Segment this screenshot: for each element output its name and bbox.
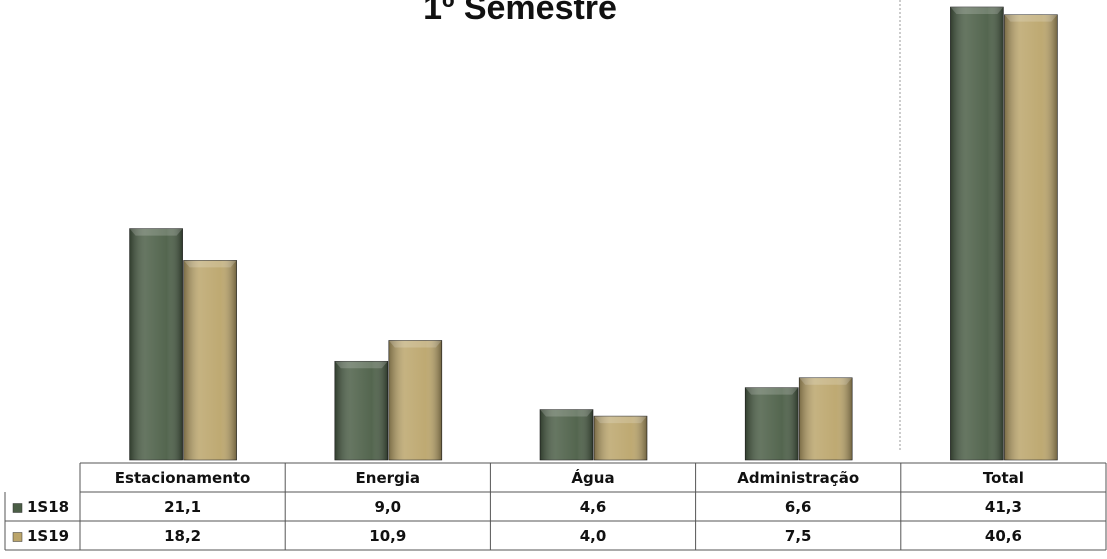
category-label: Estacionamento (115, 469, 251, 487)
value-label: 40,6 (985, 527, 1022, 545)
bar-shine (334, 361, 388, 460)
value-label: 10,9 (369, 527, 406, 545)
legend-swatch (12, 532, 23, 542)
bar-shine (950, 7, 1004, 460)
value-label: 18,2 (164, 527, 201, 545)
value-label: 9,0 (375, 498, 402, 516)
value-label: 6,6 (785, 498, 812, 516)
bar-shine (388, 340, 442, 460)
category-label: Água (571, 468, 614, 487)
bar-shine (1004, 14, 1058, 460)
legend-label: 1S18 (27, 498, 69, 516)
legend-label: 1S19 (27, 527, 69, 545)
bar-cap (745, 387, 799, 395)
bar-cap (334, 361, 388, 369)
value-label: 4,6 (580, 498, 607, 516)
bar-shine (129, 228, 183, 460)
bar-cap (799, 377, 853, 385)
bar-shine (183, 260, 237, 460)
bar-cap (129, 228, 183, 236)
bar-shine (799, 377, 853, 460)
bar-shine (540, 409, 593, 460)
value-label: 41,3 (985, 498, 1022, 516)
bar-cap (388, 340, 442, 348)
bar-cap (1004, 14, 1058, 22)
category-label: Total (983, 469, 1024, 487)
value-label: 7,5 (785, 527, 812, 545)
bar-cap (594, 416, 647, 424)
bar-cap (950, 7, 1004, 14)
value-label: 21,1 (164, 498, 201, 516)
legend-swatch (12, 503, 23, 513)
bar-cap (183, 260, 237, 268)
bar-shine (745, 387, 799, 460)
value-label: 4,0 (580, 527, 607, 545)
bar-shine (594, 416, 647, 460)
chart-title: 1º Semestre (423, 0, 617, 27)
category-label: Energia (356, 469, 421, 487)
category-label: Administração (737, 469, 859, 487)
bar-cap (540, 409, 593, 417)
